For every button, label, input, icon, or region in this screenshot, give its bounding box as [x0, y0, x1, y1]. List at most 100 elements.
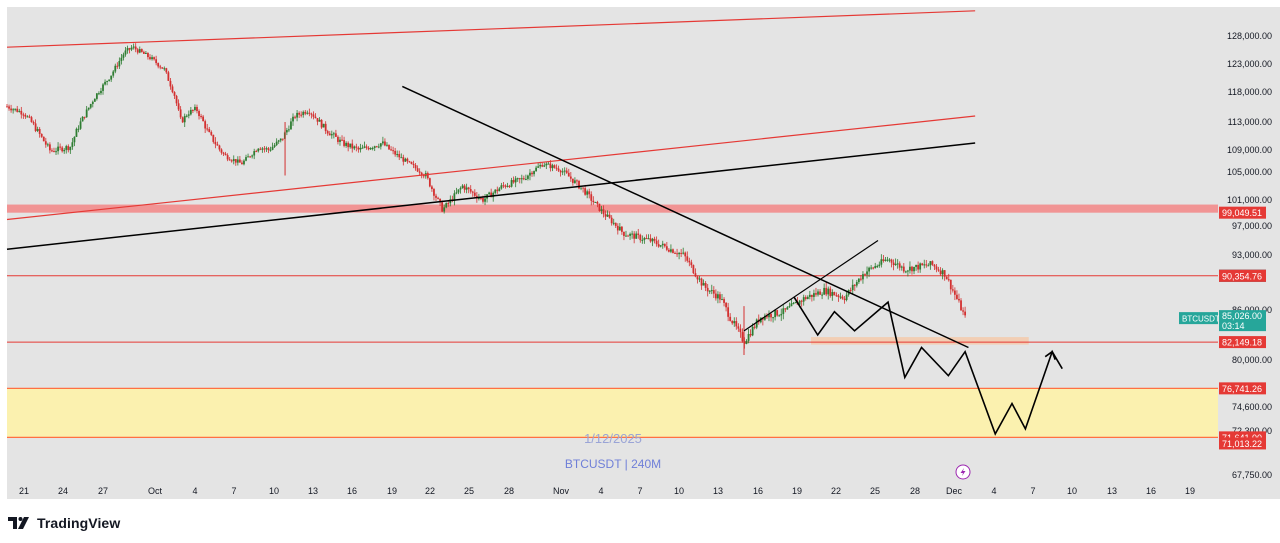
candle-body [753, 326, 756, 328]
projection-path[interactable] [793, 297, 1063, 436]
candle-body [541, 165, 544, 167]
candle-body [222, 152, 225, 154]
time-axis-tick: Nov [553, 486, 570, 496]
candle-body [571, 178, 574, 183]
lightning-icon[interactable] [955, 464, 971, 480]
price-badge: 90,354.76 [1219, 269, 1266, 282]
price-axis-tick: 67,750.00 [1232, 470, 1272, 480]
candle-body [925, 264, 928, 266]
candle-body [57, 146, 59, 152]
candle-body [569, 176, 572, 179]
candle-body [580, 187, 582, 189]
trendline-wedge[interactable] [743, 240, 879, 332]
candle-body [20, 110, 23, 115]
candle-body [224, 153, 227, 156]
price-axis[interactable]: 128,000.00 123,000.00 118,000.00 113,000.00… [1227, 31, 1272, 480]
candle-body [234, 159, 237, 163]
support-band [811, 337, 1029, 345]
candle-body [960, 300, 962, 311]
candle-body [923, 264, 926, 266]
candle-body [467, 187, 470, 190]
time-axis-tick: 7 [231, 486, 236, 496]
candle-body [314, 116, 317, 119]
candle-body [774, 310, 777, 318]
candle-body [749, 334, 752, 336]
trendline-red-upper[interactable] [6, 10, 976, 48]
candle-body [949, 279, 952, 290]
candle-body [886, 259, 889, 261]
candle-body [388, 144, 390, 150]
time-axis[interactable]: 21 24 27 Oct 4 7 10 13 16 19 22 25 28 Nov 4 7 10 13 16 19 22… [19, 486, 1195, 496]
candle-body [494, 189, 497, 193]
candle-body [422, 175, 425, 177]
candle-body [731, 320, 734, 324]
candle-body [839, 296, 842, 298]
candle-body [108, 79, 111, 81]
price-badge-bg [1219, 206, 1266, 219]
candle-body [815, 293, 817, 295]
time-axis-tick: 27 [98, 486, 108, 496]
price-badge: 76,741.26 [1219, 382, 1266, 395]
candle-body [373, 146, 376, 148]
candle-body [896, 263, 899, 265]
candle-body [518, 178, 521, 180]
candle-body [915, 264, 917, 267]
candle-body [543, 165, 546, 167]
candle-body [49, 144, 51, 151]
candle-body [902, 266, 905, 272]
time-axis-tick: 4 [598, 486, 603, 496]
candle-body [73, 136, 76, 143]
candle-body [277, 140, 280, 142]
candle-body [688, 260, 691, 263]
candle-body [136, 49, 139, 53]
candle-body [522, 178, 525, 180]
candle-body [663, 243, 666, 247]
candle-body [621, 226, 623, 232]
trendlines-layer[interactable] [6, 10, 1063, 436]
candle-body [770, 313, 772, 318]
candle-body [226, 155, 229, 160]
candle-body [153, 57, 155, 60]
time-axis-tick: 22 [425, 486, 435, 496]
time-axis-tick: 19 [1185, 486, 1195, 496]
candle-body [909, 266, 911, 271]
candle-body [612, 222, 615, 224]
candle-body [857, 278, 860, 283]
candle-body [200, 116, 202, 118]
candle-body [647, 238, 650, 240]
candle-body [251, 155, 254, 157]
candle-body [106, 80, 108, 82]
trendline-black-rising[interactable] [6, 142, 976, 250]
candle-body [625, 235, 627, 237]
candle-body [798, 300, 801, 305]
candle-body [310, 113, 313, 115]
trendline-black-descending[interactable] [401, 85, 969, 349]
candle-body [819, 291, 821, 295]
time-axis-tick: 13 [1107, 486, 1117, 496]
candle-body [165, 68, 168, 73]
candle-body [582, 187, 584, 189]
candle-body [849, 290, 852, 292]
candle-body [18, 110, 21, 112]
candle-body [302, 111, 305, 116]
candle-body [416, 168, 419, 172]
candle-body [604, 214, 607, 217]
candle-body [676, 253, 678, 255]
candle-body [855, 282, 858, 286]
candle-body [739, 328, 742, 333]
candle-body [453, 193, 456, 201]
trendline-red-lower[interactable] [6, 115, 976, 221]
candle-body [602, 209, 605, 215]
candle-body [218, 145, 221, 150]
candle-body [917, 264, 920, 270]
candle-body [357, 147, 360, 150]
candle-body [363, 146, 366, 148]
candle-body [514, 178, 517, 183]
candle-body [241, 162, 243, 165]
candle-body [61, 147, 64, 152]
candle-body [714, 293, 717, 299]
time-axis-tick: 19 [387, 486, 397, 496]
candle-body [181, 117, 184, 123]
candle-body [118, 60, 121, 67]
